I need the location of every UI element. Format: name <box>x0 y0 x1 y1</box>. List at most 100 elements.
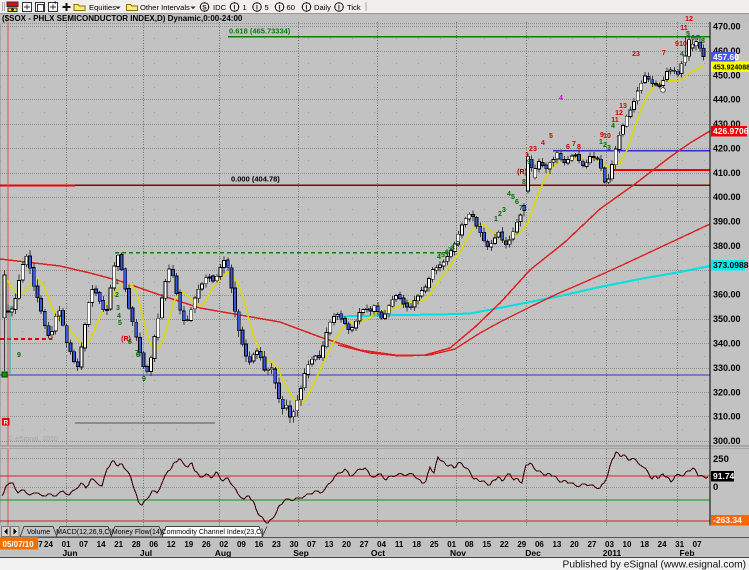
svg-text:6: 6 <box>128 339 132 346</box>
svg-text:60: 60 <box>287 3 295 12</box>
svg-text:13: 13 <box>552 540 561 549</box>
svg-text:9: 9 <box>527 159 531 166</box>
svg-text:Dec: Dec <box>525 548 541 558</box>
svg-text:0.000 (404.78): 0.000 (404.78) <box>231 175 280 184</box>
svg-text:I: I <box>256 5 258 12</box>
svg-text:18: 18 <box>640 540 649 549</box>
svg-text:19: 19 <box>184 540 193 549</box>
svg-text:Jun: Jun <box>62 548 77 558</box>
svg-text:6: 6 <box>515 199 519 206</box>
svg-text:IDC: IDC <box>213 3 227 12</box>
svg-text:7: 7 <box>519 205 523 212</box>
svg-text:16: 16 <box>254 540 263 549</box>
svg-text:10: 10 <box>603 133 611 140</box>
svg-text:08: 08 <box>465 540 474 549</box>
svg-text:09: 09 <box>237 540 246 549</box>
svg-text:23: 23 <box>272 540 281 549</box>
svg-text:9: 9 <box>675 41 679 48</box>
svg-text:06: 06 <box>535 540 544 549</box>
svg-text:3: 3 <box>116 305 120 312</box>
svg-text:5: 5 <box>118 320 122 327</box>
svg-text:06: 06 <box>149 540 158 549</box>
svg-text:4: 4 <box>559 95 563 102</box>
svg-text:13: 13 <box>325 540 334 549</box>
svg-text:8: 8 <box>522 179 526 186</box>
svg-text:Tick: Tick <box>347 3 361 12</box>
svg-text:31: 31 <box>675 540 684 549</box>
svg-text:340.00: 340.00 <box>713 339 741 349</box>
svg-text:($SOX - PHLX SEMICONDUCTOR IND: ($SOX - PHLX SEMICONDUCTOR INDEX,D) Dyna… <box>2 14 243 23</box>
svg-text:5: 5 <box>441 252 445 259</box>
svg-text:426.9706: 426.9706 <box>713 126 749 136</box>
svg-text:4: 4 <box>680 51 684 58</box>
svg-text:350.00: 350.00 <box>713 314 741 324</box>
svg-text:I: I <box>279 5 281 12</box>
svg-text:9: 9 <box>600 132 604 139</box>
svg-text:4: 4 <box>437 254 441 261</box>
svg-text:Jul: Jul <box>140 548 152 558</box>
svg-text:7: 7 <box>662 50 666 57</box>
svg-text:8: 8 <box>701 38 705 45</box>
svg-text:21: 21 <box>114 540 123 549</box>
svg-text:(R): (R) <box>517 169 527 176</box>
svg-text:10: 10 <box>623 540 632 549</box>
svg-text:R: R <box>3 420 8 427</box>
svg-text:14: 14 <box>97 540 106 549</box>
svg-text:460.00: 460.00 <box>713 46 741 56</box>
svg-text:3: 3 <box>607 145 611 152</box>
svg-text:250: 250 <box>713 454 729 465</box>
svg-text:450.00: 450.00 <box>713 70 741 80</box>
svg-text:457.60: 457.60 <box>713 52 739 62</box>
svg-text:12: 12 <box>615 110 623 117</box>
svg-text:Equities: Equities <box>89 3 116 12</box>
svg-text:20: 20 <box>342 540 351 549</box>
svg-text:7: 7 <box>696 35 700 42</box>
svg-text:2011: 2011 <box>603 548 622 558</box>
svg-text:25: 25 <box>430 540 439 549</box>
svg-text:13: 13 <box>619 103 627 110</box>
svg-text:29: 29 <box>517 540 526 549</box>
svg-text:3: 3 <box>533 146 537 153</box>
svg-text:5: 5 <box>511 194 515 201</box>
svg-text:0.618 (465.73334): 0.618 (465.73334) <box>229 27 291 36</box>
svg-text:24: 24 <box>44 540 53 549</box>
svg-text:27: 27 <box>588 540 597 549</box>
svg-text:440.00: 440.00 <box>713 95 741 105</box>
svg-text:9: 9 <box>17 352 21 359</box>
svg-text:11: 11 <box>680 25 688 32</box>
svg-text:5: 5 <box>686 31 690 38</box>
svg-text:320.00: 320.00 <box>713 387 741 397</box>
svg-text:© eSignal, 2010: © eSignal, 2010 <box>8 435 58 443</box>
svg-text:20: 20 <box>570 540 579 549</box>
svg-text:5: 5 <box>549 133 553 140</box>
svg-text:4: 4 <box>117 313 121 320</box>
svg-text:Feb: Feb <box>679 548 694 558</box>
svg-text:9: 9 <box>456 241 460 248</box>
svg-text:10: 10 <box>679 41 687 48</box>
svg-text:380.00: 380.00 <box>713 241 741 251</box>
svg-text:01: 01 <box>62 540 71 549</box>
svg-text:Other Intervals: Other Intervals <box>140 3 190 12</box>
svg-text:1: 1 <box>494 216 498 223</box>
svg-text:27: 27 <box>360 540 369 549</box>
svg-text:15: 15 <box>482 540 491 549</box>
svg-text:01: 01 <box>447 540 456 549</box>
svg-text:MACD(12,26,9,C): MACD(12,26,9,C) <box>56 529 112 536</box>
svg-text:12: 12 <box>685 16 693 23</box>
svg-text:I: I <box>306 5 308 12</box>
svg-text:8: 8 <box>136 352 140 359</box>
svg-text:6: 6 <box>691 35 695 42</box>
svg-text:1: 1 <box>115 279 119 286</box>
svg-text:410.00: 410.00 <box>713 168 741 178</box>
svg-text:8: 8 <box>451 245 455 252</box>
svg-text:2: 2 <box>603 142 607 149</box>
svg-text:07: 07 <box>79 540 88 549</box>
svg-text:4: 4 <box>541 140 545 147</box>
svg-text:Daily: Daily <box>314 3 331 12</box>
svg-text:11: 11 <box>611 117 619 124</box>
svg-text:2: 2 <box>529 146 533 153</box>
svg-text:7: 7 <box>448 248 452 255</box>
svg-text:470.00: 470.00 <box>713 22 741 32</box>
svg-text:Volume: Volume <box>27 529 50 536</box>
svg-text:Published by eSignal (www.esig: Published by eSignal (www.esignal.com) <box>563 559 746 570</box>
